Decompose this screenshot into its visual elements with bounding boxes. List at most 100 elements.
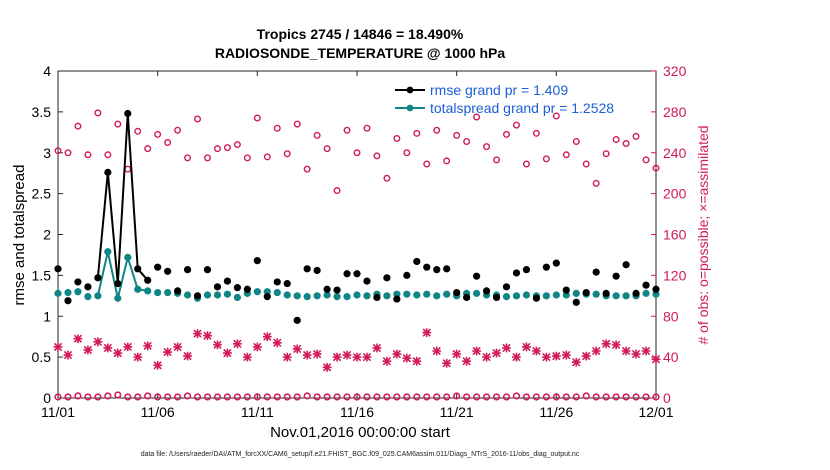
chart-title: Tropics 2745 / 14846 = 18.490%	[256, 26, 464, 42]
obs-assimilated-point	[422, 328, 432, 337]
obs-possible-point	[54, 147, 62, 155]
obs-assimilated-point	[641, 346, 651, 356]
rmse-point	[174, 287, 182, 295]
obs-possible-point	[483, 143, 491, 151]
spread-point	[622, 292, 630, 300]
y-tick-label: 2	[43, 227, 51, 243]
obs-zero-point	[592, 393, 600, 401]
obs-possible-point	[363, 124, 371, 132]
spread-point	[213, 291, 222, 299]
y2-tick-label: 200	[663, 186, 687, 202]
spread-point	[313, 292, 321, 300]
obs-zero-point	[443, 393, 451, 401]
obs-possible-point	[383, 174, 391, 182]
x-tick-label: 11/01	[41, 404, 75, 420]
obs-zero-point	[363, 393, 371, 401]
obs-assimilated-point	[382, 356, 392, 366]
obs-assimilated-point	[342, 350, 352, 360]
obs-possible-point	[562, 151, 570, 159]
rmse-point	[283, 279, 291, 288]
rmse-point	[114, 279, 122, 288]
obs-zero-point	[164, 393, 172, 401]
obs-possible-point	[393, 134, 401, 142]
obs-zero-point	[174, 393, 182, 401]
y-tick-label: 1	[43, 308, 51, 324]
obs-possible-point	[512, 121, 520, 129]
obs-possible-point	[642, 156, 650, 164]
obs-possible-point	[592, 179, 600, 187]
obs-zero-point	[193, 393, 202, 401]
obs-zero-point	[532, 393, 541, 401]
rmse-point	[343, 270, 351, 278]
spread-point	[154, 288, 162, 297]
y-tick-label: 3.5	[32, 104, 52, 120]
obs-possible-point	[203, 154, 211, 162]
obs-zero-point	[413, 393, 421, 401]
obs-zero-point	[54, 393, 62, 401]
obs-possible-point	[552, 112, 560, 120]
spread-point	[134, 285, 142, 293]
obs-assimilated-point	[272, 338, 282, 348]
y-tick-label: 3	[43, 145, 51, 161]
obs-possible-point	[463, 138, 471, 146]
spread-point	[552, 291, 560, 299]
rmse-point	[54, 265, 62, 273]
rmse-point	[74, 278, 82, 286]
rmse-point	[253, 257, 261, 265]
spread-point	[124, 253, 132, 261]
obs-zero-point	[313, 393, 321, 401]
spread-point	[293, 292, 301, 300]
rmse-point	[273, 278, 281, 286]
obs-possible-point	[473, 113, 481, 121]
obs-zero-point	[373, 393, 381, 401]
obs-possible-point	[542, 155, 550, 163]
obs-zero-point	[463, 393, 471, 401]
x-tick-label: 11/21	[440, 404, 474, 420]
obs-zero-point	[293, 393, 301, 401]
obs-possible-point	[403, 149, 411, 157]
rmse-point	[602, 289, 610, 297]
y-tick-label: 1.5	[32, 267, 52, 283]
obs-possible-point	[572, 138, 580, 146]
obs-assimilated-point	[432, 346, 442, 356]
obs-assimilated-point	[153, 360, 163, 370]
obs-assimilated-point	[252, 342, 262, 352]
rmse-point	[642, 281, 650, 289]
spread-point	[114, 294, 122, 302]
obs-possible-point	[194, 115, 202, 123]
spread-point	[413, 291, 421, 299]
obs-assimilated-point	[173, 342, 182, 352]
spread-point	[502, 293, 511, 301]
obs-possible-point	[94, 109, 102, 117]
spread-point	[253, 288, 261, 296]
rmse-point	[293, 316, 301, 324]
rmse-point	[213, 283, 222, 291]
obs-assimilated-point	[332, 352, 342, 362]
rmse-point	[652, 285, 660, 293]
obs-possible-point	[353, 149, 361, 157]
rmse-point	[84, 283, 92, 291]
spread-point	[74, 288, 82, 296]
legend: rmse grand pr = 1.409 totalspread grand …	[395, 82, 614, 116]
obs-zero-point	[84, 393, 92, 401]
obs-possible-point	[74, 122, 82, 130]
obs-assimilated-point	[242, 352, 252, 362]
obs-zero-point	[582, 392, 590, 400]
obs-assimilated-point	[133, 352, 143, 362]
obs-zero-point	[134, 393, 142, 401]
obs-assimilated-point	[93, 337, 103, 347]
obs-possible-point	[243, 154, 251, 162]
obs-assimilated-point	[163, 347, 173, 357]
obs-assimilated-point	[561, 350, 571, 360]
spread-point	[572, 289, 580, 297]
obs-assimilated-point	[113, 348, 123, 358]
rmse-point	[353, 270, 361, 278]
rmse-point	[403, 271, 411, 279]
spread-point	[164, 288, 172, 297]
obs-assimilated-point	[502, 343, 511, 353]
rmse-point	[373, 293, 381, 302]
obs-assimilated-point	[412, 356, 422, 366]
obs-zero-point	[612, 393, 620, 401]
spread-point	[203, 291, 212, 299]
spread-point	[433, 292, 441, 300]
